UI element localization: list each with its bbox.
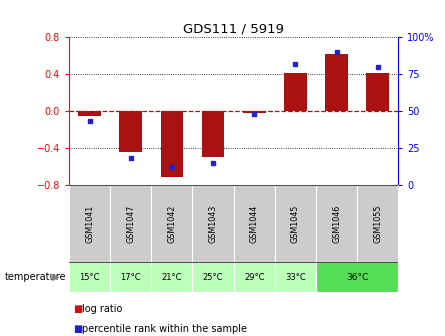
Text: GSM1041: GSM1041 — [85, 204, 94, 243]
Bar — [151, 262, 193, 292]
Bar — [366, 73, 389, 111]
Text: GSM1055: GSM1055 — [373, 204, 382, 243]
Text: GSM1044: GSM1044 — [250, 204, 259, 243]
Bar — [316, 185, 357, 262]
Text: GSM1043: GSM1043 — [209, 204, 218, 243]
Text: ■: ■ — [73, 324, 83, 334]
Bar — [193, 262, 234, 292]
Text: log ratio: log ratio — [82, 304, 123, 314]
Bar — [316, 262, 398, 292]
Bar — [78, 111, 101, 116]
Text: 29°C: 29°C — [244, 273, 264, 282]
Text: ■: ■ — [73, 304, 83, 314]
Title: GDS111 / 5919: GDS111 / 5919 — [183, 23, 284, 36]
Bar — [234, 185, 275, 262]
Bar — [110, 185, 151, 262]
Bar — [275, 262, 316, 292]
Bar — [243, 111, 266, 113]
Text: 17°C: 17°C — [121, 273, 141, 282]
Bar — [275, 185, 316, 262]
Text: 36°C: 36°C — [346, 273, 368, 282]
Bar — [234, 262, 275, 292]
Text: 21°C: 21°C — [162, 273, 182, 282]
Bar — [193, 185, 234, 262]
Bar — [202, 111, 224, 157]
Bar — [119, 111, 142, 153]
Bar — [325, 53, 348, 111]
Text: GSM1046: GSM1046 — [332, 204, 341, 243]
Text: GSM1047: GSM1047 — [126, 204, 135, 243]
Bar — [284, 73, 307, 111]
Bar — [69, 262, 110, 292]
Bar — [151, 185, 193, 262]
Bar — [69, 185, 110, 262]
Text: ▶: ▶ — [52, 272, 59, 282]
Bar — [357, 185, 398, 262]
Text: 25°C: 25°C — [203, 273, 223, 282]
Text: temperature: temperature — [4, 272, 66, 282]
Bar — [110, 262, 151, 292]
Text: 15°C: 15°C — [79, 273, 100, 282]
Bar — [161, 111, 183, 177]
Text: GSM1045: GSM1045 — [291, 204, 300, 243]
Text: GSM1042: GSM1042 — [167, 204, 176, 243]
Text: percentile rank within the sample: percentile rank within the sample — [82, 324, 247, 334]
Text: 33°C: 33°C — [285, 273, 306, 282]
